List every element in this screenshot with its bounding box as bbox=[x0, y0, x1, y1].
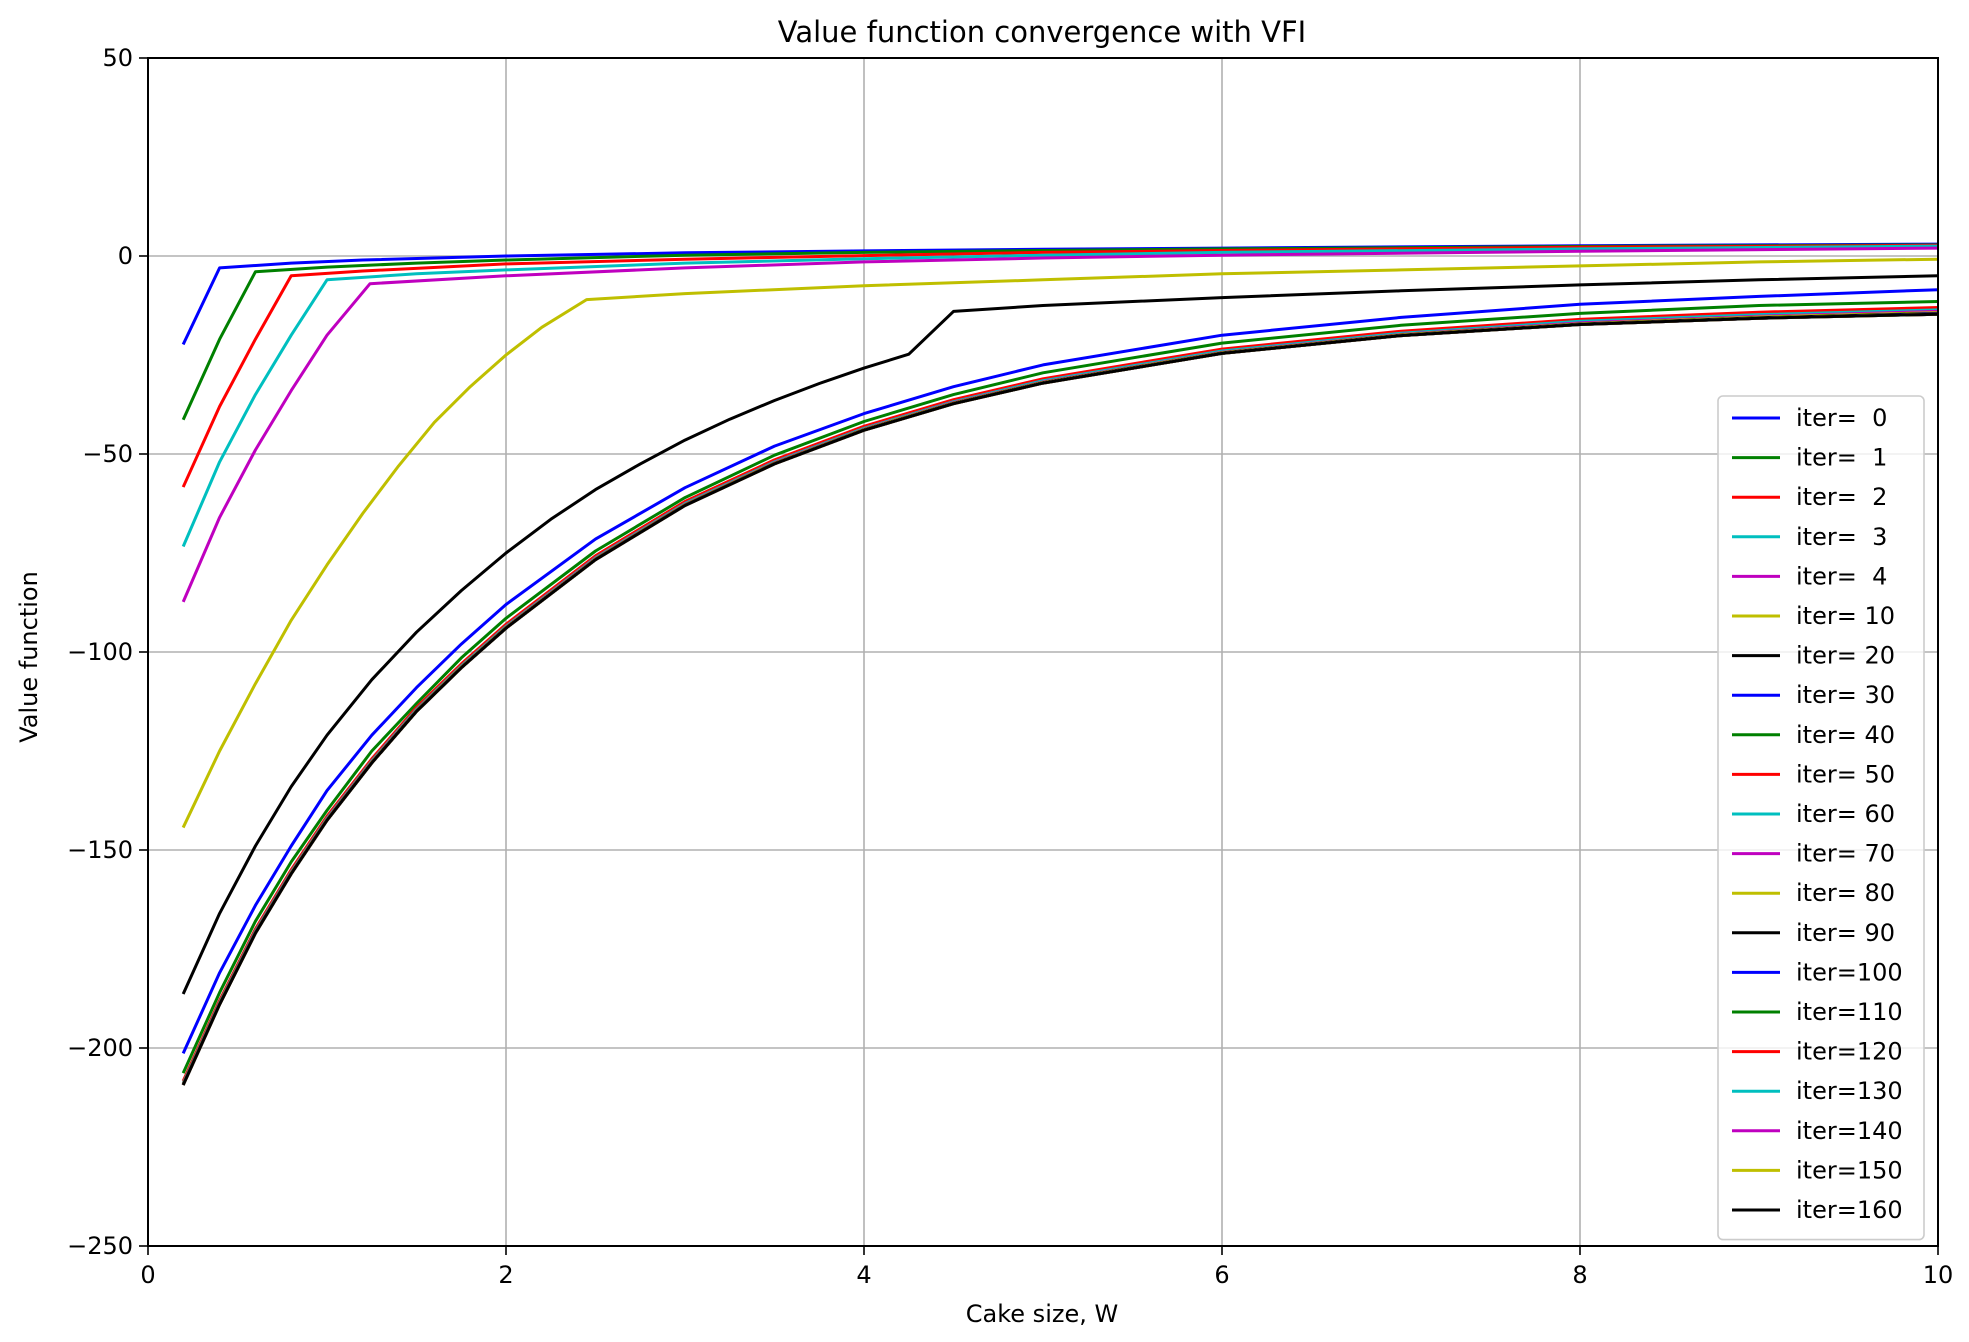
legend-label-13: iter= 90 bbox=[1796, 919, 1895, 947]
legend: iter= 0 iter= 1 iter= 2 iter= 3 iter= 4 iter=… bbox=[1717, 395, 1925, 1241]
x-tick-label-0: 0 bbox=[140, 1261, 155, 1289]
x-tick-label-4: 8 bbox=[1572, 1261, 1587, 1289]
series-line-4 bbox=[181, 246, 1938, 603]
y-tick-label-3: −100 bbox=[67, 638, 133, 666]
legend-label-7: iter= 30 bbox=[1796, 681, 1895, 709]
series-line-6 bbox=[181, 274, 1938, 995]
legend-label-1: iter= 1 bbox=[1796, 444, 1887, 472]
series-line-20 bbox=[181, 312, 1938, 1086]
legend-label-18: iter=140 bbox=[1796, 1117, 1903, 1145]
legend-label-15: iter=110 bbox=[1796, 998, 1903, 1026]
chart-title: Value function convergence with VFI bbox=[778, 15, 1306, 49]
y-tick-label-6: −250 bbox=[67, 1232, 133, 1260]
legend-label-4: iter= 4 bbox=[1796, 562, 1887, 590]
legend-label-2: iter= 2 bbox=[1796, 483, 1887, 511]
legend-label-5: iter= 10 bbox=[1796, 602, 1895, 630]
series-line-3 bbox=[181, 244, 1938, 548]
series-line-2 bbox=[181, 243, 1938, 488]
legend-label-6: iter= 20 bbox=[1796, 642, 1895, 670]
series-line-5 bbox=[181, 257, 1938, 829]
y-tick-label-1: 0 bbox=[118, 242, 133, 270]
legend-label-8: iter= 40 bbox=[1796, 721, 1895, 749]
legend-label-10: iter= 60 bbox=[1796, 800, 1895, 828]
legend-label-20: iter=160 bbox=[1796, 1196, 1903, 1224]
legend-label-9: iter= 50 bbox=[1796, 760, 1895, 788]
x-tick-label-1: 2 bbox=[498, 1261, 513, 1289]
x-axis-label: Cake size, W bbox=[966, 1300, 1118, 1328]
legend-label-11: iter= 70 bbox=[1796, 840, 1895, 868]
legend-label-0: iter= 0 bbox=[1796, 404, 1887, 432]
x-tick-label-5: 10 bbox=[1923, 1261, 1954, 1289]
legend-box bbox=[1717, 395, 1925, 1241]
x-tick-label-2: 4 bbox=[856, 1261, 871, 1289]
series-line-8 bbox=[181, 299, 1938, 1074]
y-tick-label-5: −200 bbox=[67, 1034, 133, 1062]
legend-label-3: iter= 3 bbox=[1796, 523, 1887, 551]
y-tick-label-4: −150 bbox=[67, 836, 133, 864]
series-line-7 bbox=[181, 288, 1938, 1054]
axis-ticks: 0 2 4 6 8 10 50 0 −50 −100 −150 −200 −250 bbox=[67, 44, 1953, 1289]
y-tick-label-2: −50 bbox=[82, 440, 133, 468]
legend-label-12: iter= 80 bbox=[1796, 879, 1895, 907]
legend-label-14: iter=100 bbox=[1796, 958, 1903, 986]
y-axis-label: Value function bbox=[15, 571, 43, 743]
x-tick-label-3: 6 bbox=[1214, 1261, 1229, 1289]
series-lines bbox=[181, 242, 1938, 1086]
legend-label-19: iter=150 bbox=[1796, 1156, 1903, 1184]
y-tick-label-0: 50 bbox=[102, 44, 133, 72]
legend-label-16: iter=120 bbox=[1796, 1038, 1903, 1066]
legend-label-17: iter=130 bbox=[1796, 1077, 1903, 1105]
